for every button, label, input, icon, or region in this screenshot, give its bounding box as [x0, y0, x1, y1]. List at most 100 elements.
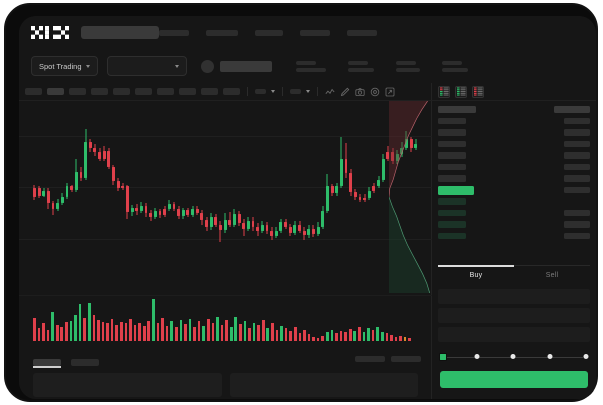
orderbook-row[interactable] [438, 174, 590, 183]
search-input[interactable] [81, 26, 159, 39]
chart-bottom-control-1[interactable] [391, 356, 421, 362]
candle [242, 101, 246, 293]
header-nav-item-3[interactable] [300, 29, 330, 36]
volume-bar [353, 330, 357, 341]
slider-stop-100[interactable] [583, 354, 589, 359]
orderbook-amount-cell [564, 221, 590, 228]
orderbook-bids-icon[interactable] [455, 85, 467, 98]
app-screen: Spot Trading [19, 16, 596, 399]
timeframe-button-8[interactable] [201, 88, 218, 95]
header-nav-item-1[interactable] [206, 29, 238, 36]
header-nav-item-0[interactable] [159, 29, 189, 36]
trading-pair-dropdown[interactable] [106, 56, 187, 76]
line-chart-icon[interactable] [325, 87, 335, 97]
amount-percent-slider[interactable] [439, 352, 589, 362]
amount-field[interactable] [438, 308, 590, 323]
chart-bottom-panel-1[interactable] [229, 373, 418, 397]
stat-value [347, 67, 374, 72]
candle [391, 101, 394, 293]
volume-bar [399, 335, 402, 341]
chart-bottom-tab-0[interactable] [33, 358, 61, 366]
chart-bottom-controls [355, 356, 421, 362]
timeframe-button-5[interactable] [135, 88, 152, 95]
pencil-icon[interactable] [340, 87, 350, 97]
fullscreen-icon[interactable] [385, 87, 395, 97]
orderbook-row[interactable] [438, 140, 590, 149]
candle [70, 101, 74, 293]
timeframe-button-1[interactable] [47, 88, 64, 95]
candle [223, 101, 227, 293]
chart-bottom-tab-1[interactable] [71, 358, 99, 366]
candle [256, 101, 260, 293]
timeframe-button-3[interactable] [91, 88, 108, 95]
volume-bar [307, 334, 311, 341]
chevron-down-icon[interactable] [271, 90, 275, 93]
slider-stop-25[interactable] [474, 354, 479, 359]
volume-bar [266, 328, 270, 341]
total-field[interactable] [438, 327, 590, 342]
volume-bar [321, 335, 325, 341]
orderbook-row[interactable] [438, 209, 590, 218]
candle [298, 101, 301, 293]
volume-bar [326, 331, 329, 341]
orderbook-row[interactable] [438, 232, 590, 241]
chevron-down-icon[interactable] [306, 90, 310, 93]
volume-bar [69, 320, 73, 341]
header-nav-item-4[interactable] [347, 29, 377, 36]
timeframe-button-2[interactable] [69, 88, 86, 95]
candle [288, 101, 292, 293]
tab-sell[interactable]: Sell [514, 266, 590, 285]
slider-stop-50[interactable] [510, 354, 516, 359]
volume-bar [229, 326, 233, 341]
timeframe-button-4[interactable] [113, 88, 130, 95]
orderbook-price-cell [438, 106, 476, 113]
volume-bar [248, 327, 251, 341]
orderbook-amount-cell [564, 186, 590, 194]
candle [205, 101, 208, 293]
orderbook-row[interactable] [438, 220, 590, 229]
depth-chart [389, 101, 431, 293]
settings-icon[interactable] [370, 87, 380, 97]
indicator-label[interactable] [290, 89, 301, 94]
orderbook-rows[interactable] [432, 101, 596, 261]
orderbook-column-header [438, 105, 590, 114]
volume-bar [408, 337, 412, 341]
volume-bar [78, 304, 82, 341]
candle [349, 101, 353, 293]
timeframe-button-0[interactable] [25, 88, 42, 95]
orderbook-row[interactable] [438, 128, 590, 137]
volume-bar [124, 323, 128, 341]
volume-bar [156, 323, 160, 341]
market-type-dropdown[interactable]: Spot Trading [31, 56, 98, 76]
camera-icon[interactable] [355, 87, 365, 97]
timeframe-button-9[interactable] [223, 88, 240, 95]
slider-stop-75[interactable] [547, 354, 552, 359]
tab-buy[interactable]: Buy [438, 266, 514, 285]
chart-type-label[interactable] [255, 89, 266, 94]
timeframe-button-7[interactable] [179, 88, 196, 95]
volume-bar [344, 332, 347, 341]
candle [344, 101, 348, 293]
orderbook-spread-row[interactable] [438, 185, 590, 195]
gridline-2 [19, 239, 432, 241]
divider [317, 87, 318, 96]
price-field[interactable] [438, 289, 590, 304]
orderbook-both-icon[interactable] [438, 85, 450, 98]
orderbook-row[interactable] [438, 163, 590, 172]
chart-bottom-panel-0[interactable] [33, 373, 222, 397]
chart-bottom-control-0[interactable] [355, 356, 385, 362]
volume-bar [335, 332, 338, 341]
orderbook-row[interactable] [438, 197, 590, 206]
candle [316, 101, 320, 293]
orderbook-row[interactable] [438, 151, 590, 160]
place-buy-order-button[interactable] [440, 371, 588, 388]
candle [135, 101, 139, 293]
okx-logo-icon[interactable] [31, 26, 69, 39]
candlestick-chart[interactable] [19, 101, 432, 293]
header-nav-item-2[interactable] [255, 29, 283, 36]
volume-bar [170, 320, 173, 341]
slider-handle[interactable] [439, 353, 447, 361]
orderbook-row[interactable] [438, 117, 590, 126]
orderbook-asks-icon[interactable] [472, 85, 484, 98]
timeframe-button-6[interactable] [157, 88, 174, 95]
